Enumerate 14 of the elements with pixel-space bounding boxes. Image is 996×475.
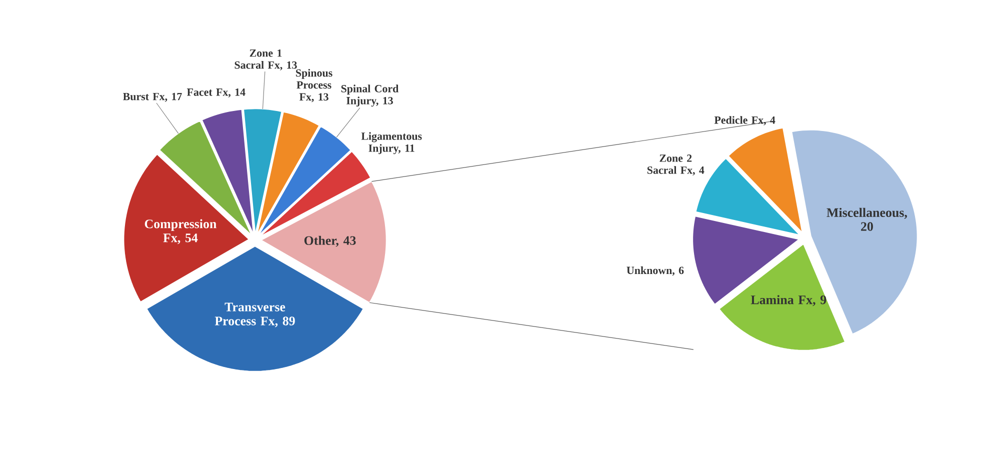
slice-label: Burst Fx, 17 [122, 92, 182, 102]
slice-label: Unknown, 6 [626, 266, 684, 276]
slice-label: Other, 43 [304, 236, 356, 247]
slice-label: Pedicle Fx, 4 [714, 116, 776, 126]
slice-label: Ligamentous Injury, 11 [361, 132, 422, 154]
slice-label: Spinous Process Fx, 13 [296, 68, 332, 102]
slice-label: Miscellaneous, 20 [826, 208, 907, 231]
slice-label: Facet Fx, 14 [186, 88, 246, 98]
slice-label: Zone 1 Sacral Fx, 13 [234, 49, 297, 70]
slice-label: Spinal Cord Injury, 13 [341, 84, 399, 107]
slice-label: Compression Fx, 54 [144, 219, 216, 244]
slice-label: Transverse Process Fx, 89 [214, 302, 295, 328]
slice-label: Zone 2 Sacral Fx, 4 [647, 154, 704, 176]
slice-label: Lamina Fx, 9 [750, 295, 826, 306]
